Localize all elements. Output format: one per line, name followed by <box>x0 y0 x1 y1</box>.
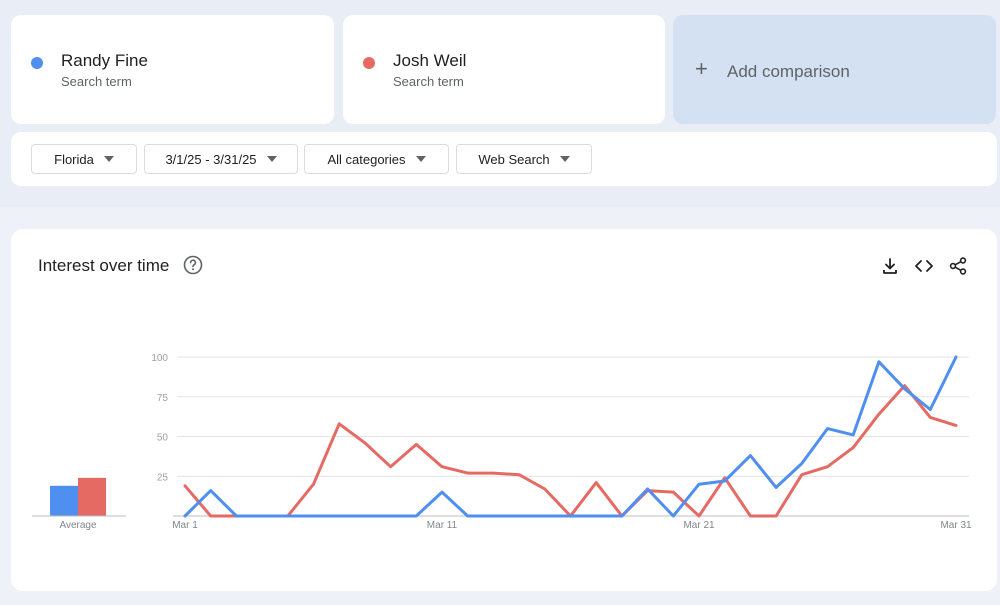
help-icon[interactable] <box>183 255 203 275</box>
filter-bar: Florida 3/1/25 - 3/31/25 All categories … <box>11 132 997 186</box>
region-value: Florida <box>54 151 94 167</box>
term-name: Josh Weil <box>393 51 467 70</box>
term-name: Randy Fine <box>61 51 148 70</box>
category-value: All categories <box>327 151 406 167</box>
y-tick-label: 50 <box>157 433 169 444</box>
interest-chart: 25 50 75 100 Mar 1 Mar 11 Mar 21 Mar 31 Average <box>32 353 972 531</box>
interest-over-time-card: Interest over time 25 50 75 100 Mar 1 Mar 11 M… <box>11 229 997 591</box>
add-comparison-label: Add comparison <box>727 62 850 81</box>
share-icon[interactable] <box>948 256 968 276</box>
x-tick-label: Mar 11 <box>427 520 458 531</box>
x-tick-label: Mar 1 <box>172 520 198 531</box>
y-tick-label: 75 <box>157 393 169 404</box>
chevron-down-icon <box>559 156 570 162</box>
chevron-down-icon <box>266 156 277 162</box>
region-dropdown[interactable]: Florida <box>31 144 137 174</box>
y-tick-label: 25 <box>157 472 169 483</box>
x-tick-label: Mar 21 <box>683 520 715 531</box>
series-line-josh-weil <box>183 384 958 518</box>
search-type-value: Web Search <box>478 151 550 167</box>
x-tick-label: Mar 31 <box>940 520 972 531</box>
term-subtitle: Search term <box>61 74 132 89</box>
y-tick-label: 100 <box>151 353 168 364</box>
plus-icon: + <box>695 56 708 81</box>
series-line-randy-fine <box>183 355 958 518</box>
date-range-dropdown[interactable]: 3/1/25 - 3/31/25 <box>144 144 298 174</box>
chevron-down-icon <box>103 156 114 162</box>
embed-code-icon[interactable] <box>914 256 934 276</box>
average-label: Average <box>59 520 97 531</box>
series-color-dot <box>31 57 43 69</box>
add-comparison-button[interactable]: + Add comparison <box>673 15 996 124</box>
chevron-down-icon <box>415 156 426 162</box>
search-type-dropdown[interactable]: Web Search <box>456 144 592 174</box>
term-card-josh-weil[interactable]: Josh Weil Search term <box>343 15 665 124</box>
term-card-randy-fine[interactable]: Randy Fine Search term <box>11 15 334 124</box>
download-icon[interactable] <box>880 256 900 276</box>
average-bar-randy-fine <box>50 485 78 516</box>
category-dropdown[interactable]: All categories <box>304 144 449 174</box>
card-title: Interest over time <box>38 256 170 275</box>
term-subtitle: Search term <box>393 74 464 89</box>
series-color-dot <box>363 57 375 69</box>
date-range-value: 3/1/25 - 3/31/25 <box>165 151 257 167</box>
average-bar-josh-weil <box>78 477 106 516</box>
